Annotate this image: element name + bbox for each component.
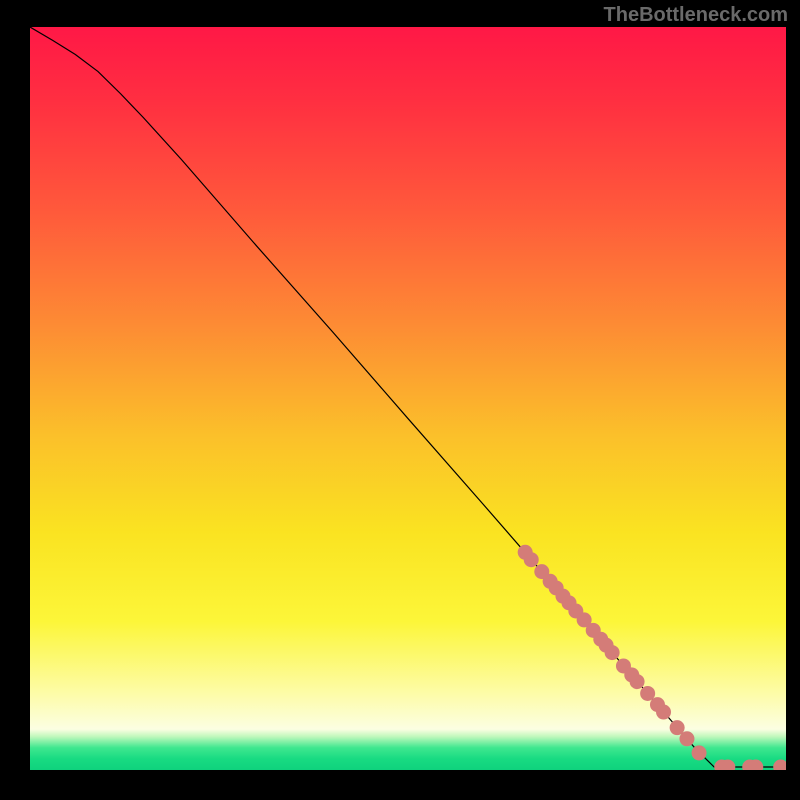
data-marker (692, 745, 707, 760)
data-marker (605, 645, 620, 660)
data-marker (656, 705, 671, 720)
data-marker (630, 674, 645, 689)
bottleneck-chart (30, 27, 786, 770)
chart-background (30, 27, 786, 770)
data-marker (679, 731, 694, 746)
attribution-label: TheBottleneck.com (604, 4, 788, 27)
data-marker (524, 552, 539, 567)
